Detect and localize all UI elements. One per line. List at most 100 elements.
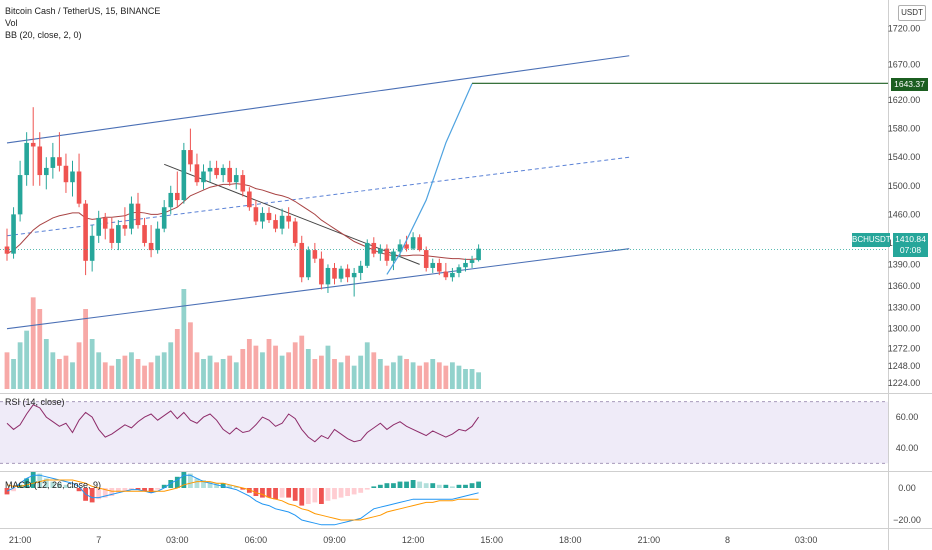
signal-line xyxy=(6,479,479,521)
volume-bar xyxy=(384,365,390,389)
volume-bar xyxy=(260,352,265,389)
price-tick-label: 1300.00 xyxy=(888,324,921,334)
currency-button[interactable]: USDT xyxy=(898,5,926,21)
price-tick-label: 1720.00 xyxy=(888,24,921,34)
macd-histogram-bar xyxy=(410,480,416,488)
macd-histogram-bar xyxy=(417,481,423,488)
macd-histogram-bar xyxy=(181,472,187,488)
target-price-tag: 1643.37 xyxy=(891,78,928,91)
time-tick-label: 7 xyxy=(96,535,101,545)
volume-bar xyxy=(246,339,252,389)
candle-body xyxy=(266,212,272,221)
volume-bar xyxy=(292,342,298,389)
last-price-tag: 1410.84 07:08 xyxy=(893,233,928,257)
price-tick-label: 1360.00 xyxy=(888,281,921,291)
volume-bar xyxy=(76,342,82,389)
macd-histogram-bar xyxy=(463,484,468,488)
volume-bar xyxy=(443,365,449,389)
volume-bar xyxy=(469,369,475,389)
volume-bar xyxy=(358,355,364,389)
volume-bar xyxy=(148,362,154,389)
volume-bar xyxy=(227,355,233,389)
volume-bar xyxy=(436,362,442,389)
macd-histogram-bar xyxy=(96,488,102,500)
candle-body xyxy=(122,225,128,229)
volume-bar xyxy=(161,352,167,389)
macd-histogram-bar xyxy=(299,488,305,506)
candle-body xyxy=(456,267,462,273)
volume-bar xyxy=(286,352,292,389)
volume-bar xyxy=(273,345,278,389)
candle-body xyxy=(57,157,62,166)
volume-bar xyxy=(109,365,115,389)
macd-histogram-bar xyxy=(351,488,357,495)
macd-histogram-bar xyxy=(122,488,128,492)
macd-histogram-bar xyxy=(76,488,82,492)
volume-bar xyxy=(17,342,23,389)
candle-body xyxy=(417,237,422,251)
candle-body xyxy=(351,272,357,278)
candle-body xyxy=(89,235,95,261)
bar-countdown: 07:08 xyxy=(899,245,922,255)
volume-bar xyxy=(240,349,246,389)
macd-histogram-bar xyxy=(456,484,462,488)
macd-histogram-bar xyxy=(286,488,292,498)
macd-histogram-bar xyxy=(233,486,239,488)
macd-histogram-bar xyxy=(338,488,344,498)
channel-upper-line xyxy=(6,55,630,144)
time-tick-label: 03:00 xyxy=(795,535,818,545)
macd-histogram-bar xyxy=(319,488,324,504)
time-tick-label: 09:00 xyxy=(323,535,346,545)
candle-body xyxy=(338,268,344,279)
candle-body xyxy=(443,271,449,278)
macd-histogram-bar xyxy=(135,488,141,490)
candle-body xyxy=(227,167,232,183)
volume-bar xyxy=(279,355,285,389)
macd-histogram-bar xyxy=(148,488,154,493)
macd-histogram-bar xyxy=(109,488,115,496)
price-tick-label: 1224.00 xyxy=(888,378,921,388)
price-tick-label: 1330.00 xyxy=(888,302,921,312)
macd-histogram-bar xyxy=(194,478,200,488)
candle-body xyxy=(260,212,265,222)
volume-bar xyxy=(325,345,331,389)
macd-histogram-bar xyxy=(43,478,49,488)
candle-body xyxy=(286,215,291,222)
rsi-tick-label: 40.00 xyxy=(896,443,919,453)
volume-bar xyxy=(299,335,305,389)
candle-body xyxy=(142,225,147,243)
volume-bar xyxy=(476,372,481,389)
macd-histogram-bar xyxy=(305,488,311,504)
volume-bar xyxy=(96,352,102,389)
macd-histogram-bar xyxy=(469,483,475,488)
volume-bar xyxy=(70,362,75,389)
time-tick-label: 21:00 xyxy=(638,535,661,545)
candle-body xyxy=(404,244,409,249)
volume-bar xyxy=(207,355,213,389)
volume-bar xyxy=(338,362,344,389)
macd-histogram-bar xyxy=(207,481,213,488)
volume-bar xyxy=(135,359,141,389)
candle-body xyxy=(214,167,219,176)
macd-histogram-bar xyxy=(30,472,36,488)
macd-histogram-bar xyxy=(476,481,481,488)
candle-body xyxy=(332,267,337,279)
candle-body xyxy=(391,251,396,261)
candle-body xyxy=(319,258,324,285)
rsi-band xyxy=(0,401,888,464)
macd-histogram-bar xyxy=(292,488,298,501)
macd-histogram-bar xyxy=(279,488,285,498)
macd-histogram-bar xyxy=(450,486,455,488)
volume-bar xyxy=(377,359,383,389)
candle-body xyxy=(345,268,350,278)
candle-body xyxy=(469,260,475,263)
candle-body xyxy=(463,262,468,268)
candle-body xyxy=(220,167,226,176)
time-tick-label: 06:00 xyxy=(245,535,268,545)
volume-bar xyxy=(312,359,318,389)
candle-body xyxy=(279,215,285,229)
volume-bar xyxy=(364,342,370,389)
volume-bar xyxy=(397,355,403,389)
volume-bar xyxy=(430,359,436,389)
volume-bar xyxy=(122,355,128,389)
